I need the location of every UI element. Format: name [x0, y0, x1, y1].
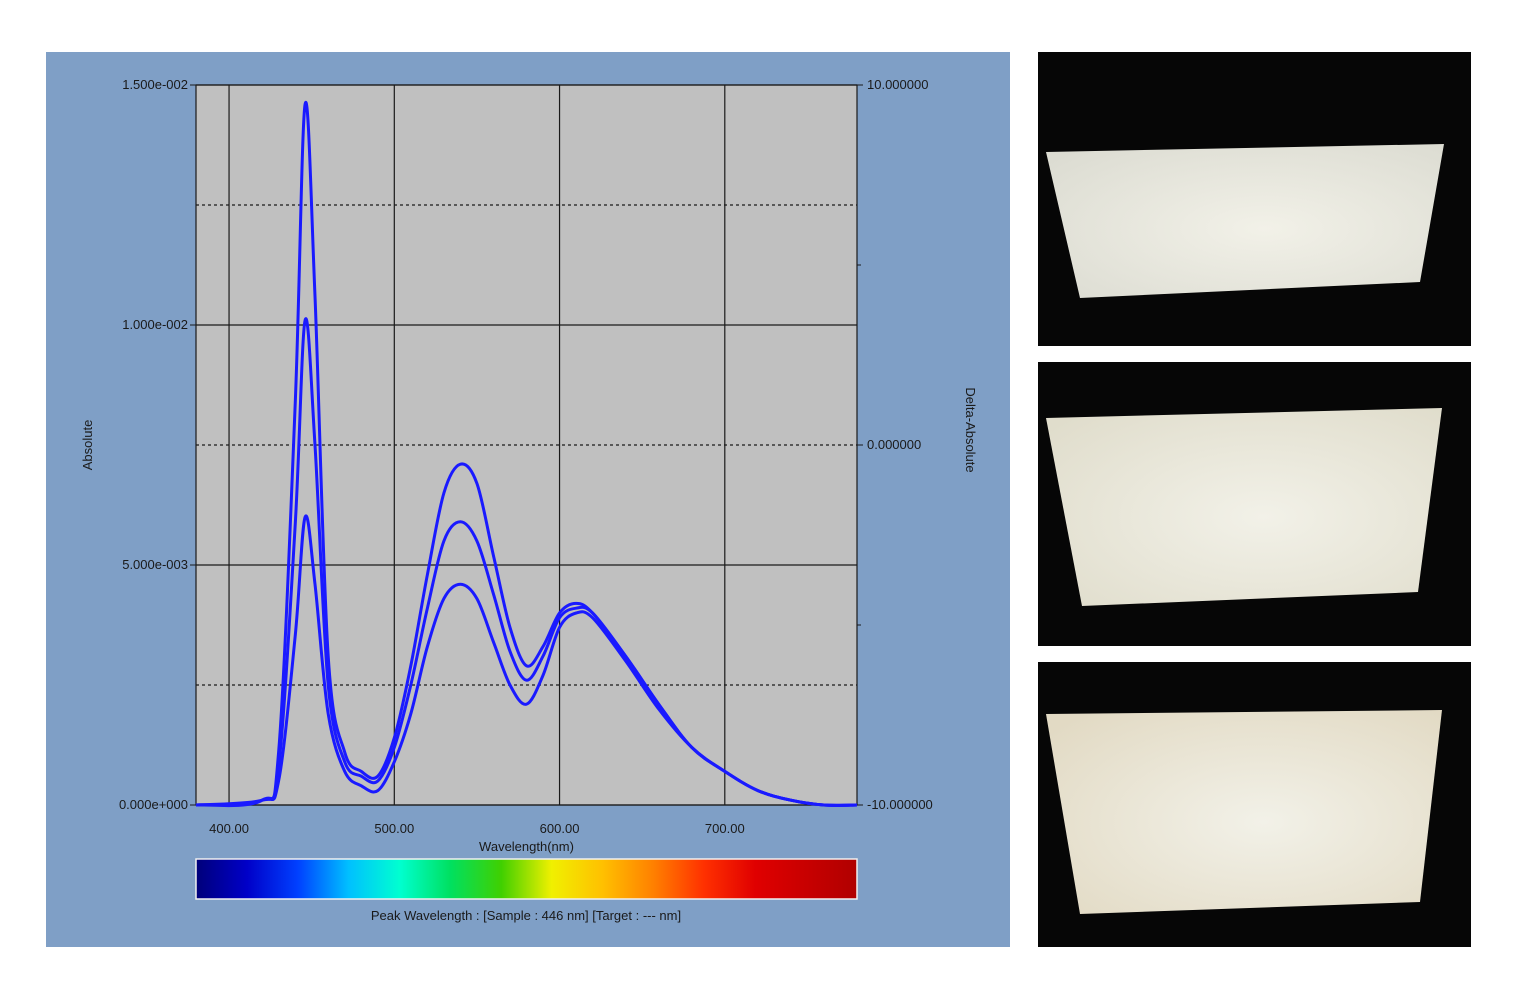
y-tick-label: 1.000e-002: [122, 317, 188, 332]
lit-panel-surface: [1046, 710, 1442, 914]
panel-photo-3: [1038, 662, 1471, 947]
y-tick-label: 0.000e+000: [119, 797, 188, 812]
photo-svg: [1046, 710, 1442, 914]
x-tick-label: 400.00: [209, 821, 249, 836]
lit-panel-surface: [1046, 408, 1442, 606]
y-axis-title: Absolute: [80, 420, 95, 471]
spectrum-chart: 0.000e+000 5.000e-003 1.000e-002 1.500e-002…: [80, 77, 978, 923]
y2-tick-label: -10.000000: [867, 797, 933, 812]
photo-svg: [1046, 144, 1444, 298]
y2-tick-label: 0.000000: [867, 437, 921, 452]
panel-photo-2: [1038, 362, 1471, 646]
wavelength-colorbar: [195, 858, 858, 900]
y-tick-label: 1.500e-002: [122, 77, 188, 92]
x-tick-label: 600.00: [540, 821, 580, 836]
x-tick-label: 500.00: [374, 821, 414, 836]
y2-axis-title: Delta-Absolute: [963, 387, 978, 472]
panel-photo-1: [1038, 52, 1471, 346]
lit-panel-surface: [1046, 144, 1444, 298]
y-tick-label: 5.000e-003: [122, 557, 188, 572]
peak-wavelength-caption: Peak Wavelength : [Sample : 446 nm] [Tar…: [371, 908, 681, 923]
spectrum-series-line-2: [195, 317, 858, 807]
x-tick-label: 700.00: [705, 821, 745, 836]
photo-svg: [1046, 408, 1442, 606]
x-axis-title: Wavelength(nm): [479, 839, 574, 854]
spectrum-series-line-3: [195, 514, 858, 807]
spectrum-chart-panel: 0.000e+000 5.000e-003 1.000e-002 1.500e-002…: [46, 52, 1010, 947]
y2-tick-label: 10.000000: [867, 77, 928, 92]
